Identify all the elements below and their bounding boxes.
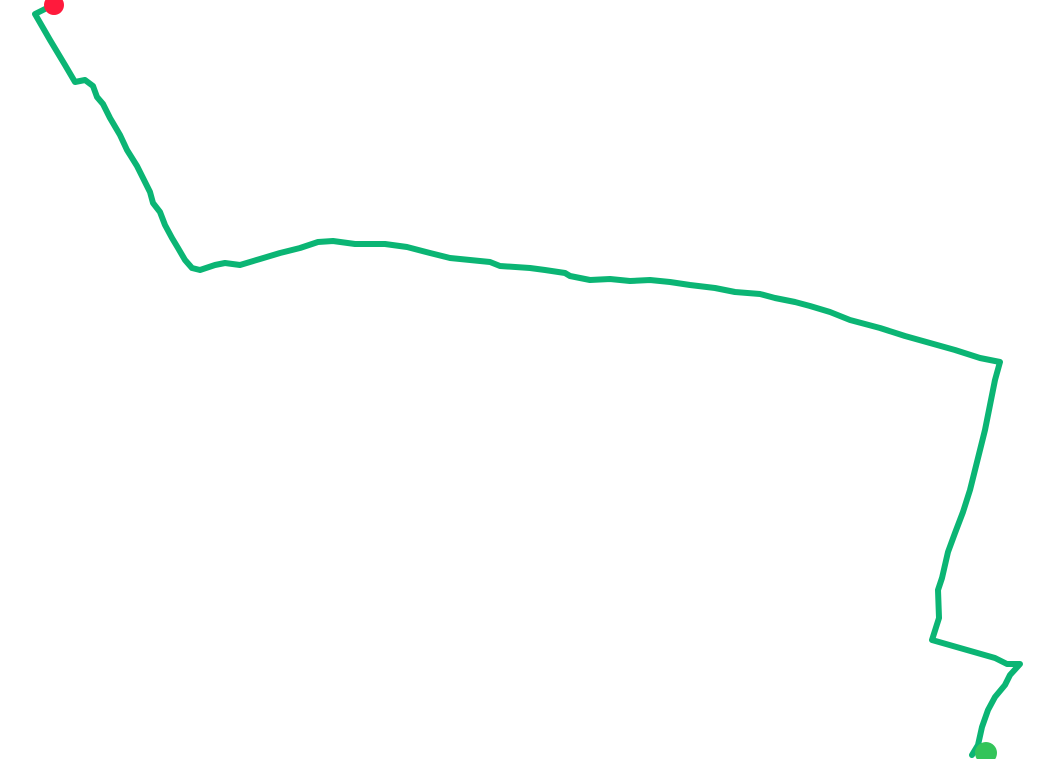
route-line — [32, 2, 1023, 758]
end-marker — [975, 742, 997, 759]
start-marker — [44, 0, 64, 15]
